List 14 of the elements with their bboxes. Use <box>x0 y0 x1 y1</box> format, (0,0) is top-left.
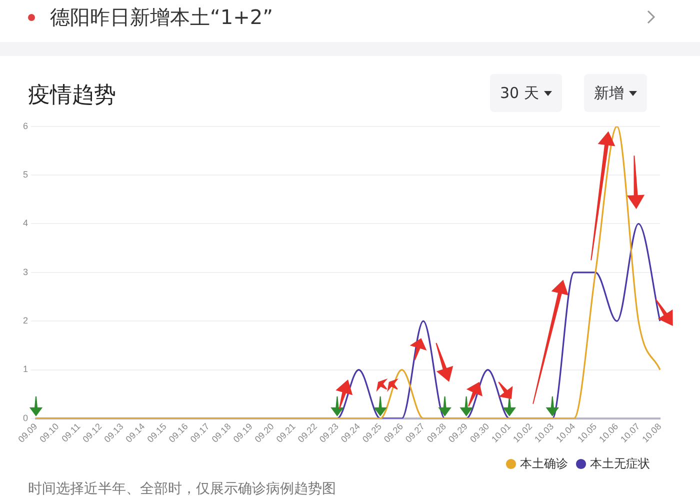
y-tick-label: 0 <box>22 412 28 423</box>
y-tick-label: 2 <box>22 316 28 326</box>
chart-title: 疫情趋势 <box>28 82 116 110</box>
y-tick-label: 3 <box>22 266 28 277</box>
y-tick-label: 6 <box>22 120 28 131</box>
y-tick-label: 1 <box>22 364 28 374</box>
y-tick-label: 4 <box>22 218 28 228</box>
text: 德阳昨日新增本土“1+2” <box>50 4 273 30</box>
legend-label: 本土确诊 <box>520 456 568 470</box>
y-tick-label: 5 <box>22 170 28 180</box>
text: 30 天 <box>490 74 562 112</box>
legend-label: 本土无症状 <box>590 456 650 470</box>
text: 新增 <box>584 74 647 112</box>
text: 时间选择近半年、全部时，仅展示确诊病例趋势图 <box>28 480 336 498</box>
